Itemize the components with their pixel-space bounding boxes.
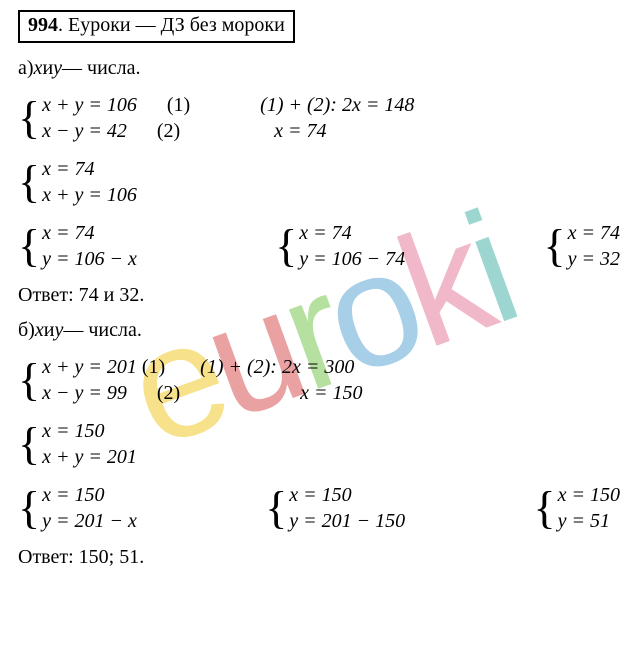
eq: x = 150 [289,482,405,508]
part-a-sys1: { x + y = 106 (1) x − y = 42 (2) [18,92,190,144]
part-b-sys2: { x = 150 x + y = 201 [18,418,620,470]
eq: x + y = 106 [42,182,137,208]
part-b-sys3: { x = 150 y = 201 − x { x = 150 y = 201 … [18,476,620,540]
eq: y = 201 − 150 [289,508,405,534]
sys3a: { x = 150 y = 201 − x [18,482,137,534]
part-b-combine: (1) + (2): 2x = 300 x = 150 [200,354,362,406]
var-y: y [53,57,62,80]
eq-num: (2) [157,120,180,142]
brace-icon: { [544,228,566,265]
part-b-sys1-row: { x + y = 201 (1) x − y = 99 (2) (1) + (2… [18,348,620,412]
vars-suffix: — числа. [62,57,141,80]
eq: y = 201 − x [42,508,137,534]
var-x: x [34,57,43,80]
brace-icon: { [265,490,287,527]
tagline: — ДЗ без мороки [131,14,285,36]
page-content: 994. Еуроки — ДЗ без мороки а) x и y — ч… [18,10,620,569]
brand: Еуроки [68,14,131,36]
header-sep: . [58,14,68,36]
brace-icon: { [18,490,40,527]
part-a-sys1-row: { x + y = 106 (1) x − y = 42 (2) (1) + (2)… [18,86,620,150]
eq: x + y = 106 [42,94,137,116]
part-a-vars: а) x и y — числа. [18,57,620,80]
eq: x = 74 [299,220,405,246]
sys3c: { x = 74 y = 32 [544,220,620,272]
eq: x + y = 201 [42,356,137,378]
brace-icon: { [18,426,40,463]
eq: x = 150 [42,482,137,508]
brace-icon: { [534,490,556,527]
vars-and: и [44,319,55,342]
var-y: y [54,319,63,342]
brace-icon: { [18,100,40,137]
brace-icon: { [18,362,40,399]
eq: y = 106 − x [42,246,137,272]
eq: x = 150 [558,482,620,508]
brace-icon: { [18,164,40,201]
problem-number: 994 [28,14,58,36]
sys3b: { x = 150 y = 201 − 150 [265,482,405,534]
eq: x = 74 [42,220,137,246]
brace-icon: { [18,228,40,265]
part-a-combine: (1) + (2): 2x = 148 x = 74 [260,92,414,144]
part-a-label: а) [18,57,34,80]
part-a-answer: Ответ: 74 и 32. [18,284,620,307]
vars-and: и [42,57,53,80]
eq: x − y = 99 [42,382,127,404]
part-b-answer: Ответ: 150; 51. [18,546,620,569]
combine-eq: (1) + (2): 2x = 148 [260,94,414,116]
part-b-label: б) [18,319,35,342]
eq: y = 106 − 74 [299,246,405,272]
eq-num: (1) [167,94,190,116]
eq-num: (2) [157,382,180,404]
vars-suffix: — числа. [63,319,142,342]
header-box: 994. Еуроки — ДЗ без мороки [18,10,295,43]
solve-x: x = 150 [300,382,362,404]
var-x: x [35,319,44,342]
combine-eq: (1) + (2): 2x = 300 [200,356,354,378]
eq: x = 74 [568,220,620,246]
sys3c: { x = 150 y = 51 [534,482,620,534]
sys3a: { x = 74 y = 106 − x [18,220,137,272]
eq: x − y = 42 [42,120,127,142]
part-a-sys2: { x = 74 x + y = 106 [18,156,620,208]
eq-num: (1) [142,356,165,378]
eq: x = 150 [42,418,137,444]
eq: y = 51 [558,508,620,534]
eq: x + y = 201 [42,444,137,470]
eq: y = 32 [568,246,620,272]
part-b-sys1: { x + y = 201 (1) x − y = 99 (2) [18,354,180,406]
sys3b: { x = 74 y = 106 − 74 [275,220,405,272]
brace-icon: { [275,228,297,265]
part-b-vars: б) x и y — числа. [18,319,620,342]
part-a-sys3: { x = 74 y = 106 − x { x = 74 y = 106 − … [18,214,620,278]
eq: x = 74 [42,156,137,182]
solve-x: x = 74 [274,120,326,142]
